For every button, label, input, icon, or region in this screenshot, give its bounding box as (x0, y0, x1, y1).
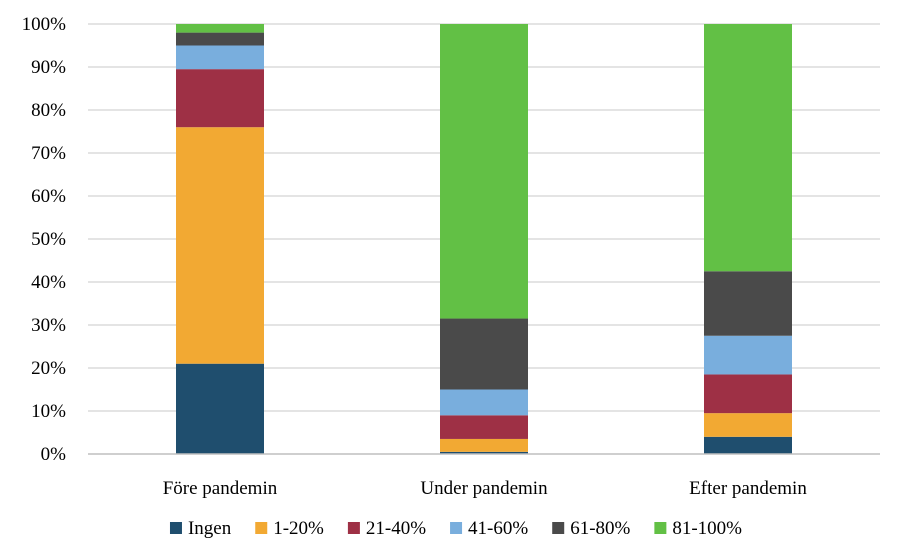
y-tick-label: 10% (31, 401, 66, 422)
bar-segment (176, 45, 264, 70)
bar-segment (440, 24, 528, 319)
legend-item: 41-60% (450, 518, 528, 539)
legend-item: 81-100% (654, 518, 742, 539)
legend-item: 1-20% (255, 518, 324, 539)
legend-item: Ingen (169, 518, 232, 539)
legend-label: 21-40% (366, 518, 426, 539)
y-tick-label: 80% (31, 100, 66, 121)
y-tick-label: 90% (31, 57, 66, 78)
legend-swatch (552, 522, 565, 534)
bar-segment (176, 127, 264, 364)
y-axis-tick-labels: 0% 10% 20% 30% 40% 50% 60% 70% 80% 90% 100% (22, 14, 67, 465)
bar-segment (176, 363, 264, 454)
y-tick-label: 0% (41, 444, 67, 465)
legend-item: 21-40% (347, 518, 426, 539)
y-tick-label: 60% (31, 186, 66, 207)
legend-label: 1-20% (273, 518, 324, 539)
bar-segment (704, 374, 792, 414)
bar-segment (440, 389, 528, 416)
legend-swatch (654, 522, 667, 534)
bars (176, 24, 792, 454)
y-tick-label: 70% (31, 143, 66, 164)
x-category-label: Före pandemin (163, 478, 278, 499)
legend-label: 41-60% (468, 518, 528, 539)
bar-segment (704, 335, 792, 375)
y-tick-label: 50% (31, 229, 66, 250)
y-tick-label: 20% (31, 358, 66, 379)
bar-segment (704, 24, 792, 272)
x-axis-category-labels: Före pandemin Under pandemin Efter pandemi… (163, 478, 808, 499)
bar-segment (440, 318, 528, 390)
bar-segment (176, 32, 264, 46)
bar-segment (704, 271, 792, 336)
bar-segment (176, 24, 264, 33)
legend: Ingen 1-20% 21-40% 41-60% 61-80% 81-100% (169, 518, 742, 539)
bar-segment (704, 413, 792, 437)
y-tick-label: 30% (31, 315, 66, 336)
bar-segment (704, 436, 792, 454)
y-tick-label: 100% (22, 14, 67, 35)
legend-swatch (169, 522, 182, 534)
x-category-label: Efter pandemin (689, 478, 807, 499)
legend-item: 61-80% (552, 518, 631, 539)
legend-swatch (450, 522, 463, 534)
legend-label: Ingen (188, 518, 232, 539)
legend-swatch (255, 522, 268, 534)
legend-label: 81-100% (672, 518, 742, 539)
bar-segment (440, 438, 528, 452)
x-category-label: Under pandemin (420, 478, 548, 499)
legend-label: 61-80% (570, 518, 630, 539)
legend-swatch (347, 522, 360, 534)
bar-segment (440, 451, 528, 454)
bar-segment (440, 415, 528, 439)
bar-segment (176, 69, 264, 128)
y-tick-label: 40% (31, 272, 66, 293)
